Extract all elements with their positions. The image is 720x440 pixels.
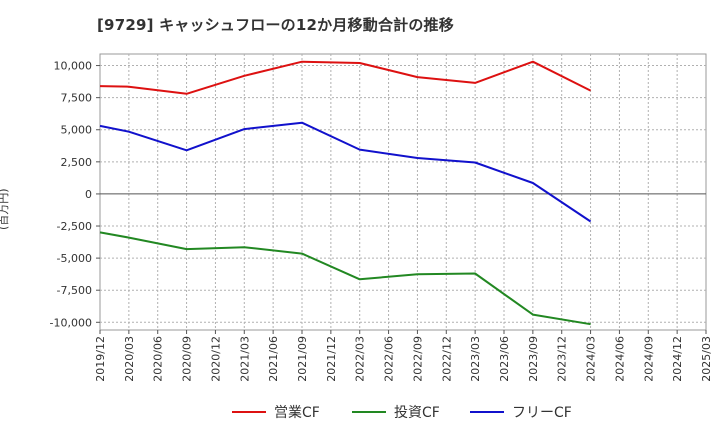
y-tick-label: -10,000 (50, 316, 92, 329)
x-tick-label: 2021/09 (296, 336, 309, 382)
plot-frame (99, 53, 707, 331)
legend-swatch (232, 411, 266, 413)
y-tick-label: 10,000 (54, 60, 93, 73)
x-tick-label: 2021/12 (325, 336, 338, 382)
x-tick-label: 2022/06 (383, 336, 396, 382)
legend-swatch (352, 411, 386, 413)
x-tick-label: 2020/09 (181, 336, 194, 382)
x-tick-label: 2023/09 (527, 336, 540, 382)
chart-legend: 営業CF 投資CF フリーCF (0, 402, 720, 426)
legend-label: フリーCF (512, 405, 572, 421)
chart-plot: 10,000 7,500 5,000 2,500 0 -2,500 -5,000 -7,500… (50, 53, 713, 382)
x-tick-label: 2022/09 (411, 336, 424, 382)
legend-item: 営業CF (232, 402, 320, 422)
x-tick-label: 2024/03 (585, 336, 598, 382)
x-tick-label: 2022/12 (440, 336, 453, 382)
x-tick-label: 2024/06 (613, 336, 626, 382)
legend-swatch (470, 411, 504, 413)
x-tick-label: 2020/12 (209, 336, 222, 382)
y-tick-label: 2,500 (61, 156, 93, 169)
x-tick-label: 2023/12 (556, 336, 569, 382)
x-tick-label: 2024/09 (642, 336, 655, 382)
x-tick-label: 2021/03 (238, 336, 251, 382)
y-tick-label: 0 (85, 188, 92, 201)
legend-item: 投資CF (352, 402, 440, 422)
legend-label: 営業CF (274, 405, 320, 421)
x-tick-label: 2020/03 (123, 336, 136, 382)
x-tick-label: 2021/06 (267, 336, 280, 382)
x-tick-label: 2023/06 (498, 336, 511, 382)
y-tick-label: -5,000 (57, 252, 92, 265)
legend-label: 投資CF (394, 405, 440, 421)
series-line (99, 121, 592, 223)
x-tick-label: 2023/03 (469, 336, 482, 382)
x-tick-label: 2020/06 (152, 336, 165, 382)
legend-item: フリーCF (470, 402, 572, 422)
x-tick-label: 2022/03 (354, 336, 367, 382)
y-tick-label: 7,500 (61, 92, 93, 105)
y-tick-label: 5,000 (61, 124, 93, 137)
x-tick-label: 2025/03 (700, 336, 713, 382)
series-line (99, 231, 591, 326)
y-tick-label: -2,500 (57, 220, 92, 233)
x-tick-label: 2019/12 (94, 336, 107, 382)
chart-title: [9729] キャッシュフローの12か月移動合計の推移 (97, 16, 454, 34)
x-tick-label: 2024/12 (671, 336, 684, 382)
series-line (99, 60, 592, 95)
y-tick-label: -7,500 (57, 284, 92, 297)
